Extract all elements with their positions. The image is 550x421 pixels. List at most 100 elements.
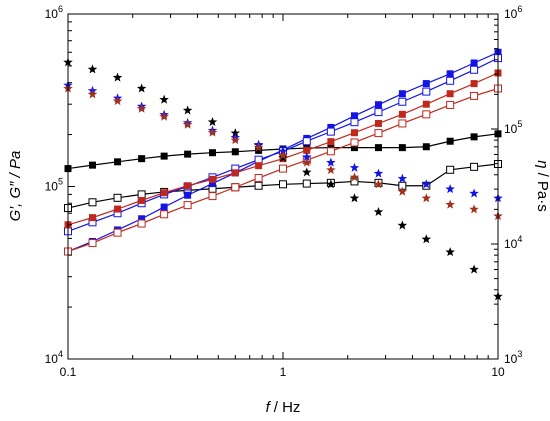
data-point-filled-square: [160, 189, 168, 197]
data-point-open-square: [113, 228, 122, 237]
data-point-star: [326, 165, 336, 175]
data-point-star: [421, 234, 432, 244]
data-point-open-square: [470, 91, 479, 100]
x-tick-label: 10: [491, 365, 505, 379]
data-point-star: [253, 142, 264, 152]
data-point-open-square: [374, 129, 383, 138]
data-point-open-square: [326, 147, 335, 156]
data-point-open-square: [422, 110, 431, 119]
data-point-filled-square: [470, 80, 478, 88]
data-point-filled-square: [255, 162, 263, 170]
data-point-filled-square: [446, 90, 454, 98]
data-point-filled-square: [231, 169, 239, 177]
y-axis-right-title: η/ Pa·s: [534, 160, 550, 212]
data-point-filled-square: [114, 158, 122, 166]
data-point-filled-square: [374, 144, 382, 152]
data-point-open-square: [254, 155, 263, 164]
data-point-open-square: [137, 219, 146, 228]
data-point-open-square: [160, 210, 169, 219]
data-point-filled-square: [138, 196, 146, 204]
data-point-open-square: [88, 198, 97, 207]
data-point-star: [278, 152, 288, 162]
data-point-open-square: [279, 180, 287, 189]
data-point-filled-square: [398, 144, 406, 152]
data-point-open-square: [302, 137, 311, 146]
data-point-open-square: [254, 181, 263, 190]
data-point-open-square: [446, 165, 455, 174]
data-point-filled-square: [89, 161, 96, 169]
y-left-tick-label: 104: [45, 349, 63, 366]
data-point-star: [469, 188, 479, 198]
data-point-star: [136, 83, 147, 93]
data-point-star: [278, 150, 288, 160]
data-point-open-square: [113, 193, 122, 202]
data-point-star: [469, 204, 479, 214]
y-right-tick-label: 106: [504, 4, 522, 21]
data-point-filled-square: [422, 143, 430, 151]
data-point-star: [87, 89, 98, 99]
data-point-open-square: [350, 138, 359, 147]
series-layer: [63, 48, 503, 301]
data-point-star: [373, 206, 384, 216]
data-point-star: [397, 186, 408, 196]
y-right-tick-label: 105: [504, 119, 522, 136]
data-point-filled-square: [231, 148, 239, 156]
data-point-star: [302, 152, 312, 162]
data-point-star: [230, 135, 241, 145]
data-point-filled-square: [160, 152, 168, 160]
data-point-star: [421, 193, 432, 203]
data-point-filled-square: [374, 101, 382, 109]
data-point-open-square: [470, 162, 479, 171]
data-point-star: [326, 179, 336, 189]
data-point-open-square: [231, 183, 240, 192]
data-point-filled-square: [446, 70, 454, 78]
data-point-star: [349, 172, 360, 182]
data-point-star: [302, 167, 312, 177]
data-point-open-square: [446, 100, 455, 109]
data-point-star: [87, 64, 98, 74]
axis-layer: 0.1 1 10 104 105 106 103 104 105 106: [45, 4, 523, 379]
data-point-filled-square: [470, 133, 478, 141]
x-axis-title: f / Hz: [266, 399, 301, 416]
data-point-star: [207, 127, 218, 137]
data-point-open-square: [279, 164, 287, 173]
data-point-star: [159, 94, 169, 104]
y-axis-left-title: G′, G″ / Pa: [7, 151, 24, 222]
data-point-star: [326, 157, 336, 167]
data-point-star: [112, 96, 123, 106]
data-point-open-square: [422, 87, 431, 96]
data-point-filled-square: [89, 214, 96, 222]
data-point-filled-square: [446, 137, 454, 145]
data-point-filled-square: [374, 119, 382, 127]
data-point-filled-square: [184, 150, 192, 158]
data-point-star: [230, 128, 241, 138]
x-tick-label: 1: [280, 365, 287, 379]
data-point-filled-square: [138, 155, 146, 163]
data-point-star: [469, 264, 479, 274]
data-point-filled-square: [422, 80, 430, 88]
data-point-open-square: [137, 190, 146, 199]
data-point-star: [421, 179, 432, 189]
data-point-filled-square: [350, 129, 358, 137]
data-point-filled-square: [160, 203, 168, 211]
data-point-open-square: [350, 118, 359, 127]
data-point-star: [445, 199, 455, 209]
series-4: [64, 69, 502, 229]
data-point-star: [349, 193, 360, 203]
data-point-open-square: [374, 108, 383, 117]
data-point-filled-square: [184, 182, 192, 190]
data-point-star: [373, 179, 384, 189]
data-point-star: [302, 157, 312, 167]
data-point-open-square: [326, 127, 335, 136]
data-point-star: [112, 72, 123, 82]
data-point-filled-square: [422, 100, 430, 108]
data-point-filled-square: [114, 205, 122, 213]
data-point-star: [397, 220, 408, 230]
data-point-star: [349, 162, 360, 172]
data-point-star: [445, 247, 455, 257]
y-right-tick-label: 104: [504, 234, 522, 251]
data-point-star: [182, 105, 193, 115]
y-right-tick-label: 103: [504, 349, 522, 366]
